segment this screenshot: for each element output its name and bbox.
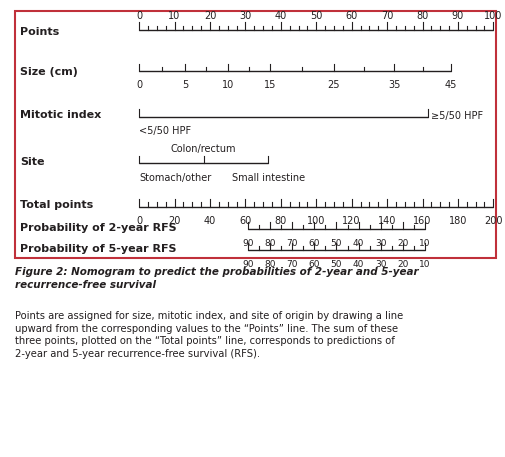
Text: 100: 100 <box>483 11 501 21</box>
Text: 0: 0 <box>136 80 142 90</box>
Text: Small intestine: Small intestine <box>231 173 304 183</box>
Text: 45: 45 <box>444 80 456 90</box>
Text: Colon/rectum: Colon/rectum <box>171 144 236 154</box>
Text: <5/50 HPF: <5/50 HPF <box>139 126 191 136</box>
Text: 70: 70 <box>380 11 392 21</box>
Text: 10: 10 <box>419 239 430 248</box>
Text: Size (cm): Size (cm) <box>20 67 78 77</box>
Text: 60: 60 <box>345 11 357 21</box>
Text: Probability of 5-year RFS: Probability of 5-year RFS <box>20 244 176 254</box>
Text: 10: 10 <box>221 80 233 90</box>
Text: 40: 40 <box>274 11 286 21</box>
Text: 10: 10 <box>419 260 430 269</box>
Text: 70: 70 <box>286 239 297 248</box>
Text: 35: 35 <box>387 80 399 90</box>
Text: 30: 30 <box>374 239 386 248</box>
Text: Points: Points <box>20 27 60 37</box>
Text: Stomach/other: Stomach/other <box>139 173 211 183</box>
Text: 160: 160 <box>413 216 431 226</box>
Text: 50: 50 <box>330 260 341 269</box>
Text: Total points: Total points <box>20 200 93 210</box>
Text: 80: 80 <box>264 239 275 248</box>
Text: 50: 50 <box>330 239 341 248</box>
Text: 40: 40 <box>204 216 216 226</box>
Text: 20: 20 <box>396 260 408 269</box>
Text: 100: 100 <box>307 216 325 226</box>
Text: Site: Site <box>20 157 44 167</box>
Text: 10: 10 <box>168 11 180 21</box>
Text: 25: 25 <box>327 80 339 90</box>
Text: Probability of 2-year RFS: Probability of 2-year RFS <box>20 223 177 233</box>
Text: ≥5/50 HPF: ≥5/50 HPF <box>430 111 482 121</box>
Text: 40: 40 <box>352 239 364 248</box>
Text: Figure 2: Nomogram to predict the probabilities of 2-year and 5-year
recurrence-: Figure 2: Nomogram to predict the probab… <box>15 267 418 290</box>
Text: 90: 90 <box>242 260 253 269</box>
Text: 80: 80 <box>416 11 428 21</box>
Text: 20: 20 <box>396 239 408 248</box>
Text: 40: 40 <box>352 260 364 269</box>
Text: 60: 60 <box>308 260 320 269</box>
Text: 15: 15 <box>264 80 276 90</box>
Text: 80: 80 <box>274 216 286 226</box>
Text: 0: 0 <box>136 11 142 21</box>
Text: 200: 200 <box>483 216 501 226</box>
Text: 90: 90 <box>451 11 463 21</box>
Text: 120: 120 <box>342 216 360 226</box>
Text: 20: 20 <box>204 11 216 21</box>
Text: 90: 90 <box>242 239 253 248</box>
Bar <box>15 11 495 258</box>
Text: 70: 70 <box>286 260 297 269</box>
Text: 20: 20 <box>168 216 180 226</box>
Text: Points are assigned for size, mitotic index, and site of origin by drawing a lin: Points are assigned for size, mitotic in… <box>15 311 402 359</box>
Text: Mitotic index: Mitotic index <box>20 110 102 120</box>
Text: 30: 30 <box>239 11 251 21</box>
Text: 80: 80 <box>264 260 275 269</box>
Text: 0: 0 <box>136 216 142 226</box>
Text: 30: 30 <box>374 260 386 269</box>
Text: 180: 180 <box>448 216 466 226</box>
Text: 60: 60 <box>308 239 320 248</box>
Text: 5: 5 <box>182 80 188 90</box>
Text: 140: 140 <box>377 216 395 226</box>
Text: 60: 60 <box>239 216 251 226</box>
Text: 50: 50 <box>310 11 322 21</box>
